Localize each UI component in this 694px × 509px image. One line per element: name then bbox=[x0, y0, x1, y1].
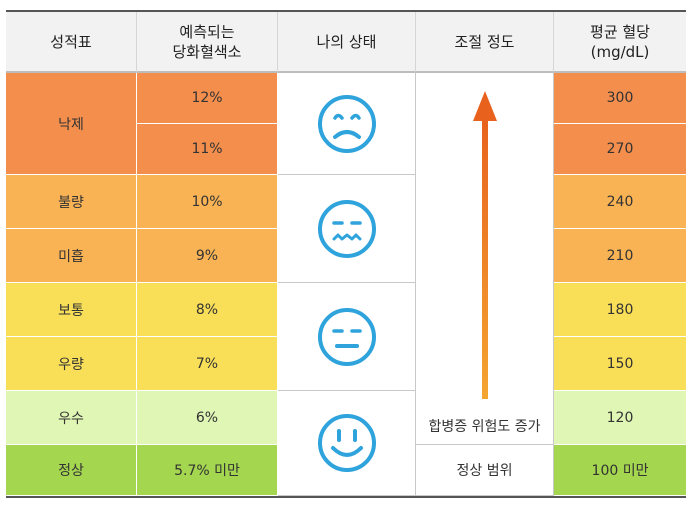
grade-text: 보통 bbox=[58, 302, 84, 319]
a1c-cell: 12% bbox=[137, 73, 278, 124]
header-glucose: 평균 혈당 (mg/dL) bbox=[554, 12, 686, 73]
glucose-text: 210 bbox=[606, 247, 634, 264]
grade-text: 정상 bbox=[58, 463, 84, 479]
complication-risk-label: 합병증 위험도 증가 bbox=[428, 419, 541, 435]
glucose-text: 150 bbox=[606, 355, 634, 372]
header-status: 나의 상태 bbox=[278, 12, 416, 73]
status-cell-neutral bbox=[278, 283, 416, 391]
table-bottom-rule bbox=[6, 496, 686, 498]
glucose-text: 270 bbox=[606, 141, 634, 157]
grade-text: 불량 bbox=[58, 194, 84, 211]
status-cell-happy bbox=[278, 391, 416, 496]
header-control-text: 조절 정도 bbox=[454, 32, 515, 51]
a1c-text: 8% bbox=[195, 301, 219, 318]
a1c-cell: 6% bbox=[137, 391, 278, 445]
blood-sugar-grade-table: 성적표 예측되는 당화혈색소 나의 상태 조절 정도 평균 혈당 (mg/dL)… bbox=[6, 10, 686, 498]
a1c-cell: 10% bbox=[137, 175, 278, 229]
header-status-text: 나의 상태 bbox=[316, 32, 377, 51]
status-cell-sad bbox=[278, 73, 416, 175]
glucose-text: 180 bbox=[606, 301, 634, 318]
glucose-cell: 120 bbox=[554, 391, 686, 445]
normal-range-label: 정상 범위 bbox=[456, 463, 513, 479]
a1c-text: 12% bbox=[191, 90, 223, 106]
a1c-text: 7% bbox=[195, 355, 219, 372]
glucose-cell: 270 bbox=[554, 124, 686, 175]
control-normal-cell: 정상 범위 bbox=[416, 445, 554, 496]
a1c-text: 9% bbox=[195, 247, 219, 264]
a1c-cell: 5.7% 미만 bbox=[137, 445, 278, 496]
glucose-cell: 150 bbox=[554, 337, 686, 391]
grade-cell-good: 우량 bbox=[6, 337, 137, 391]
sad-face-icon bbox=[317, 94, 376, 153]
a1c-text: 10% bbox=[191, 193, 223, 210]
grade-cell-fail: 낙제 bbox=[6, 73, 137, 175]
header-grade-text: 성적표 bbox=[50, 32, 92, 51]
grade-cell-poor: 불량 bbox=[6, 175, 137, 229]
table-top-rule bbox=[6, 10, 686, 12]
glucose-cell: 100 미만 bbox=[554, 445, 686, 496]
smiling-face-icon bbox=[317, 414, 376, 472]
a1c-cell: 9% bbox=[137, 229, 278, 283]
a1c-cell: 7% bbox=[137, 337, 278, 391]
control-arrow-cell: 합병증 위험도 증가 bbox=[416, 73, 554, 445]
header-grade: 성적표 bbox=[6, 12, 137, 73]
header-a1c: 예측되는 당화혈색소 bbox=[137, 12, 278, 73]
glucose-text: 240 bbox=[606, 193, 634, 210]
header-a1c-line1: 예측되는 bbox=[179, 22, 235, 41]
header-glucose-line1: 평균 혈당 bbox=[590, 22, 650, 41]
glucose-text: 120 bbox=[606, 409, 634, 426]
header-a1c-line2: 당화혈색소 bbox=[172, 42, 242, 61]
grade-cell-normal: 정상 bbox=[6, 445, 137, 496]
grade-text: 우량 bbox=[58, 356, 84, 373]
grade-text: 미흡 bbox=[58, 248, 84, 265]
a1c-cell: 8% bbox=[137, 283, 278, 337]
a1c-text: 6% bbox=[195, 409, 219, 426]
up-arrow-icon bbox=[473, 91, 497, 399]
wavy-mouth-face-icon bbox=[317, 199, 376, 258]
glucose-cell: 210 bbox=[554, 229, 686, 283]
glucose-cell: 300 bbox=[554, 73, 686, 124]
header-glucose-line2: (mg/dL) bbox=[590, 42, 650, 61]
grade-text: 낙제 bbox=[58, 116, 84, 133]
header-control: 조절 정도 bbox=[416, 12, 554, 73]
glucose-cell: 180 bbox=[554, 283, 686, 337]
a1c-text: 11% bbox=[191, 141, 223, 157]
grade-text: 우수 bbox=[58, 410, 84, 427]
glucose-cell: 240 bbox=[554, 175, 686, 229]
grade-cell-insufficient: 미흡 bbox=[6, 229, 137, 283]
glucose-text: 100 미만 bbox=[591, 463, 649, 479]
a1c-cell: 11% bbox=[137, 124, 278, 175]
grade-cell-excellent: 우수 bbox=[6, 391, 137, 445]
grade-cell-average: 보통 bbox=[6, 283, 137, 337]
glucose-text: 300 bbox=[606, 90, 634, 106]
a1c-text: 5.7% 미만 bbox=[174, 463, 240, 479]
neutral-face-icon bbox=[317, 307, 376, 366]
status-cell-uneasy bbox=[278, 175, 416, 283]
